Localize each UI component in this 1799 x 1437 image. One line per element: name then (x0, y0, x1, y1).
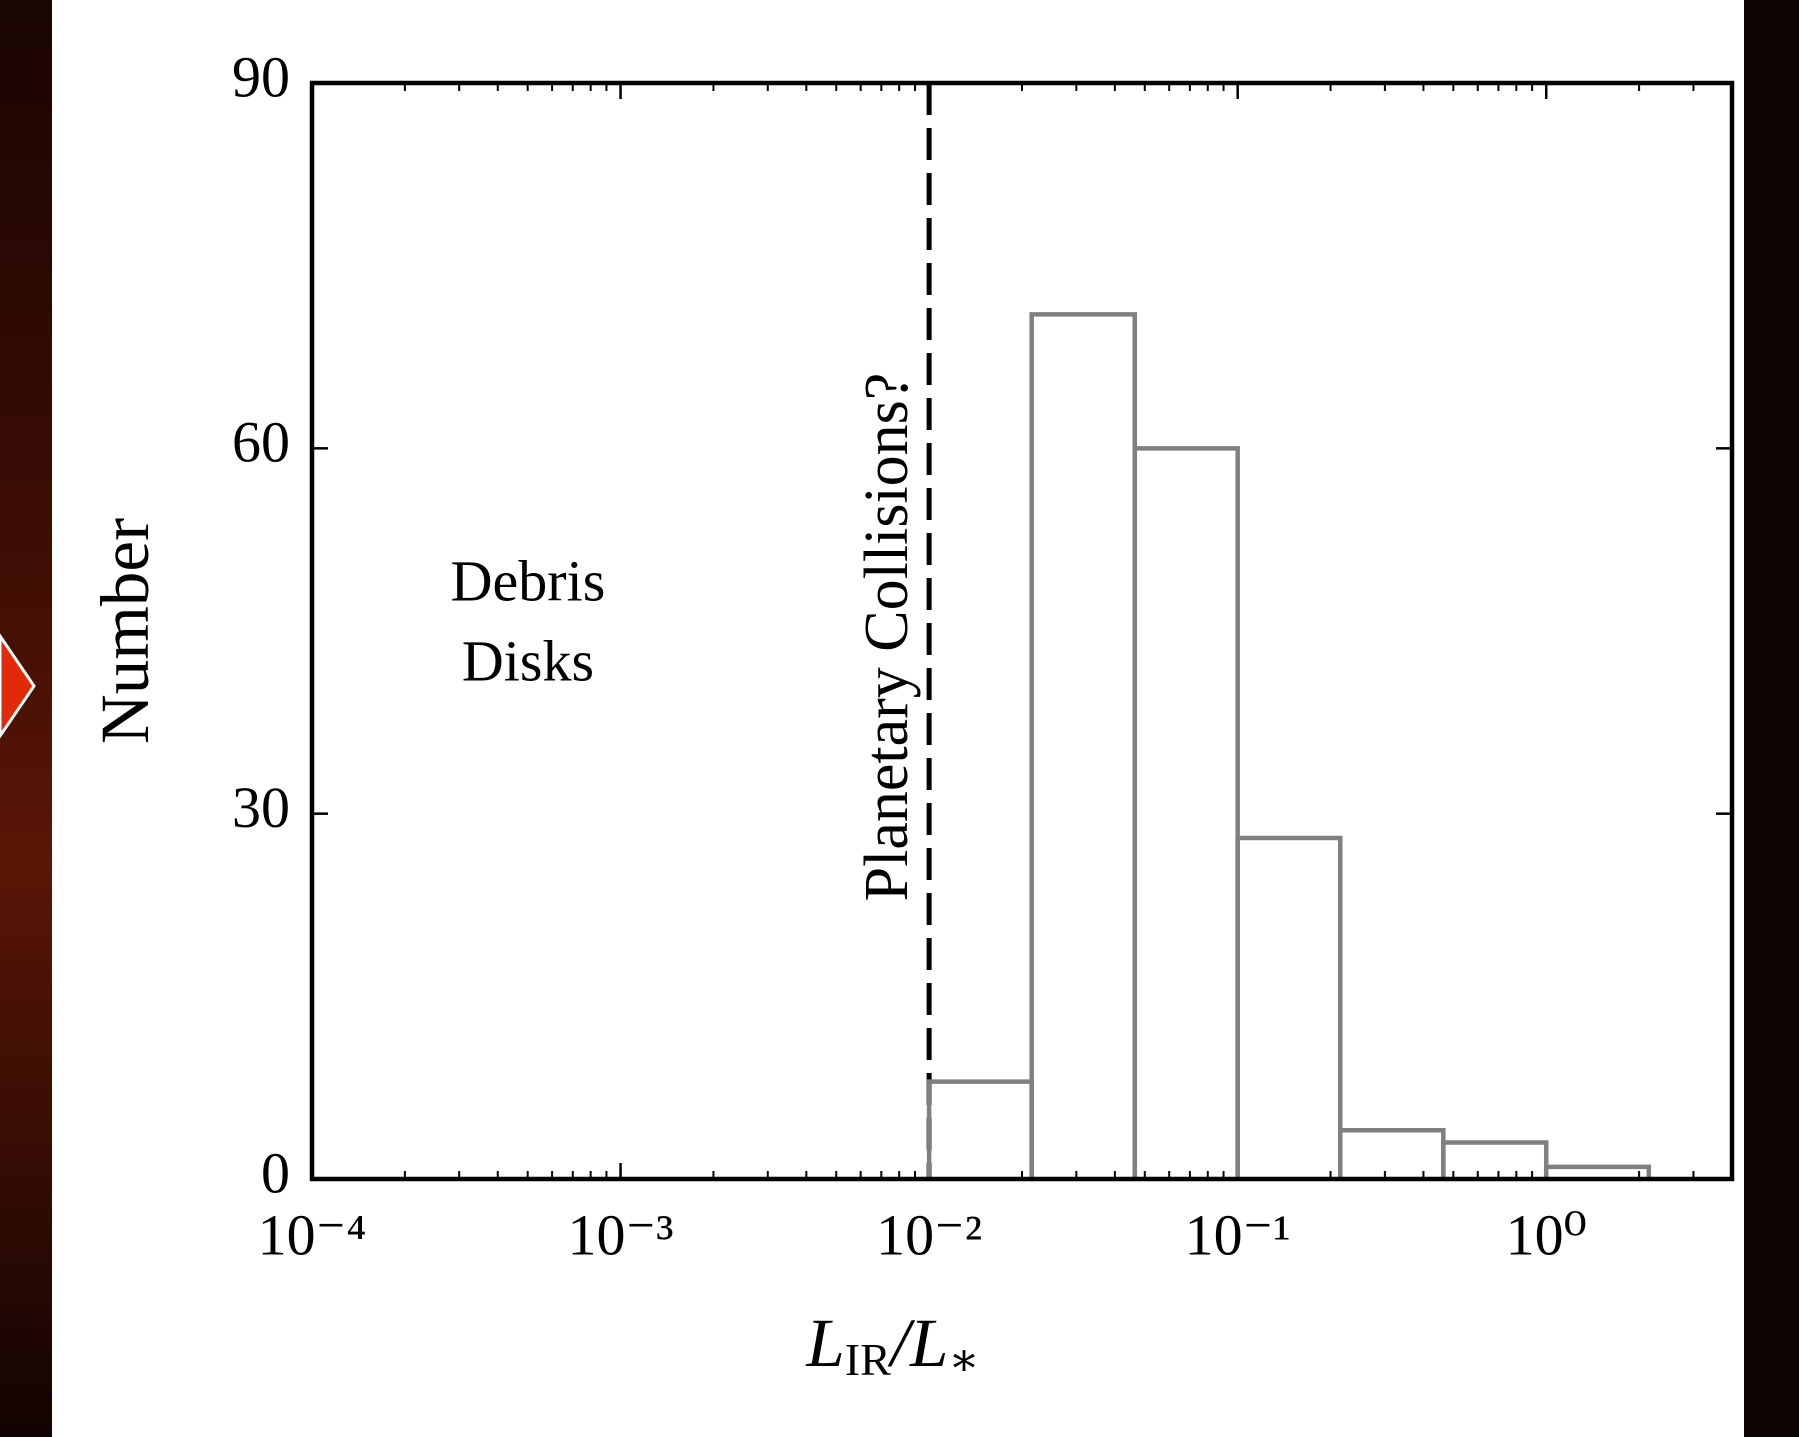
annotation: Debris (451, 548, 606, 613)
y-tick-label: 90 (232, 44, 290, 109)
annotation: Planetary Collisions? (853, 373, 921, 902)
x-label-part: /L (887, 1305, 949, 1381)
x-tick-label: 10⁻⁴ (258, 1202, 367, 1267)
y-axis-label: Number (87, 518, 163, 744)
histogram-bar (1235, 835, 1343, 1179)
x-tick-label: 10⁰ (1506, 1202, 1587, 1267)
y-tick-label: 0 (261, 1140, 290, 1205)
x-label-part: L (805, 1305, 844, 1381)
plot-frame (309, 80, 1735, 1182)
y-tick-label: 30 (232, 775, 290, 840)
y-tick-label: 60 (232, 410, 290, 475)
arrow-marker (0, 633, 36, 739)
annotation: Disks (462, 628, 594, 693)
histogram-bar (1132, 446, 1240, 1179)
histogram-bar (1441, 1140, 1549, 1179)
x-tick-label: 10⁻² (876, 1202, 982, 1267)
plot-area: 0 30 60 90 10⁻⁴ 10⁻³ 10⁻² 10⁻¹ 10⁰ (232, 44, 1735, 1267)
x-label-part: ∗ (948, 1334, 979, 1385)
x-label-part: IR (845, 1334, 891, 1385)
right-backdrop (1744, 0, 1799, 1437)
x-tick-label: 10⁻³ (568, 1202, 674, 1267)
x-tick-label: 10⁻¹ (1185, 1202, 1291, 1267)
histogram-bar (1543, 1164, 1652, 1179)
x-axis-label: LIR/L∗ (805, 1305, 979, 1385)
